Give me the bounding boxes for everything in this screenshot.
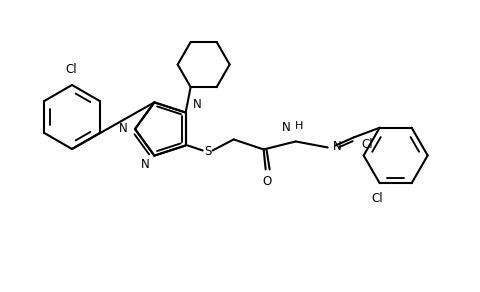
Text: S: S [204, 145, 211, 158]
Text: N: N [333, 140, 341, 153]
Text: Cl: Cl [65, 63, 77, 76]
Text: O: O [262, 175, 271, 188]
Text: Cl: Cl [362, 138, 373, 151]
Text: H: H [295, 121, 303, 131]
Text: Cl: Cl [372, 192, 384, 205]
Text: N: N [192, 98, 202, 111]
Text: N: N [282, 121, 291, 134]
Text: N: N [141, 158, 149, 171]
Text: N: N [119, 121, 128, 135]
